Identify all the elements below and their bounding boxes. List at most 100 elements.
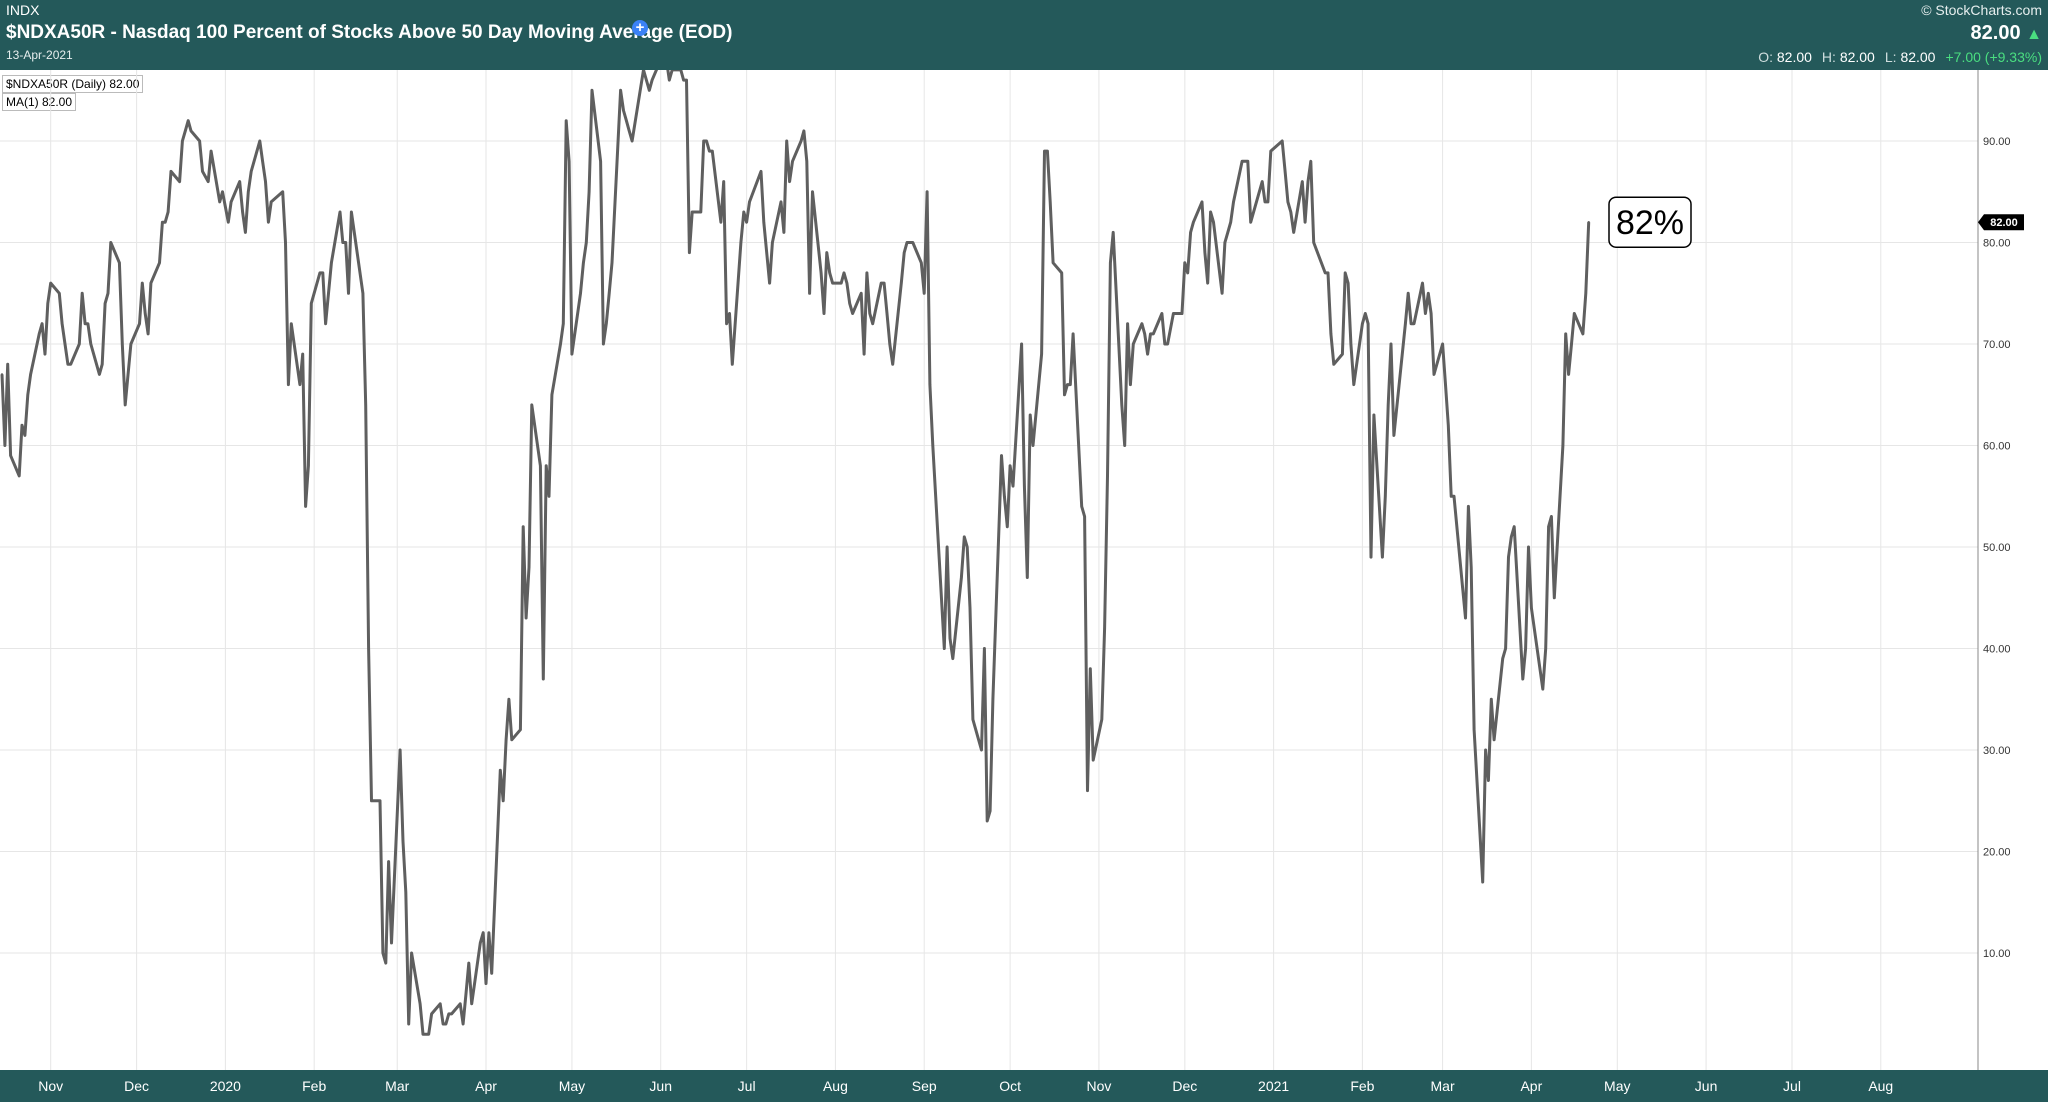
- data-point: [479, 941, 482, 945]
- data-point: [622, 109, 625, 112]
- data-point: [1000, 454, 1003, 457]
- open-value: 82.00: [1776, 49, 1812, 65]
- data-point: [1573, 312, 1576, 315]
- copyright-text: © StockCharts.com: [1921, 2, 2042, 18]
- data-point: [1126, 322, 1129, 325]
- data-point: [943, 647, 946, 650]
- data-point: [1329, 332, 1333, 336]
- data-point: [648, 89, 651, 92]
- data-point: [570, 352, 574, 356]
- data-point: [851, 312, 854, 315]
- data-point: [407, 1022, 410, 1026]
- data-point: [1183, 261, 1187, 264]
- data-point: [811, 190, 814, 193]
- x-tick-label: Jul: [1783, 1078, 1801, 1094]
- data-point: [1086, 789, 1089, 792]
- data-point: [1146, 352, 1149, 356]
- data-point: [1166, 342, 1169, 346]
- data-point: [0, 373, 4, 376]
- data-point: [782, 231, 786, 234]
- data-point: [138, 322, 141, 325]
- high-value: 82.00: [1839, 49, 1875, 65]
- data-point: [209, 149, 213, 153]
- data-point: [808, 292, 811, 295]
- data-point: [739, 241, 743, 244]
- data-point: [645, 78, 648, 82]
- data-point: [731, 363, 734, 366]
- data-point: [968, 606, 972, 610]
- data-point: [287, 383, 290, 386]
- data-point: [545, 464, 548, 467]
- data-point: [971, 718, 975, 721]
- y-tick-label: 40.00: [1983, 644, 2011, 656]
- data-point: [1100, 718, 1104, 721]
- data-point: [1249, 221, 1252, 224]
- data-point: [911, 241, 914, 244]
- x-tick-label: Apr: [1520, 1078, 1543, 1094]
- data-point: [524, 616, 528, 620]
- data-point: [18, 474, 21, 478]
- data-point: [1209, 210, 1212, 214]
- data-point: [1504, 647, 1507, 650]
- annotation-box: [1608, 196, 1692, 248]
- x-tick-label: Dec: [1172, 1078, 1198, 1094]
- data-point: [1089, 667, 1092, 670]
- data-point: [605, 322, 608, 325]
- x-tick-label: Mar: [1430, 1078, 1455, 1094]
- data-point: [582, 261, 585, 264]
- data-point: [831, 281, 834, 285]
- grid-lines: [0, 70, 1978, 1070]
- data-point: [1011, 484, 1015, 488]
- open-label: O:: [1758, 49, 1773, 65]
- data-point: [184, 129, 187, 133]
- data-point: [1527, 545, 1530, 549]
- data-point: [728, 312, 731, 315]
- y-tick-label: 60.00: [1983, 441, 2011, 453]
- data-point: [106, 292, 110, 295]
- data-point: [387, 860, 390, 863]
- data-point: [1046, 149, 1049, 153]
- data-point: [550, 393, 554, 396]
- x-tick-label: Feb: [1350, 1078, 1375, 1094]
- data-point: [43, 352, 47, 356]
- data-point: [819, 271, 823, 275]
- x-tick-label: Jul: [737, 1078, 756, 1094]
- data-point: [1490, 698, 1493, 701]
- data-point: [880, 281, 883, 285]
- data-point: [1501, 657, 1504, 660]
- data-point: [9, 454, 12, 457]
- data-point: [1561, 444, 1565, 447]
- data-point: [141, 281, 144, 285]
- data-point: [1429, 312, 1433, 315]
- data-point: [1570, 342, 1573, 346]
- data-point: [499, 769, 502, 772]
- data-point: [144, 312, 147, 315]
- data-point: [1547, 525, 1550, 528]
- data-point: [705, 139, 708, 143]
- data-point: [530, 403, 533, 407]
- data-point: [109, 241, 113, 244]
- data-point: [799, 139, 803, 143]
- data-point: [1020, 342, 1023, 346]
- data-point: [682, 78, 685, 82]
- data-point: [885, 312, 889, 315]
- data-point: [20, 424, 24, 427]
- data-point: [424, 1033, 428, 1036]
- data-point: [630, 139, 634, 143]
- data-point: [925, 190, 929, 193]
- data-point: [986, 819, 989, 823]
- data-point: [1424, 312, 1427, 315]
- data-point: [679, 70, 682, 72]
- x-tick-label: 2021: [1258, 1078, 1290, 1094]
- data-point: [26, 393, 29, 396]
- data-point: [258, 139, 261, 143]
- data-point: [1029, 413, 1032, 417]
- data-point: [118, 261, 121, 264]
- data-point: [1006, 525, 1009, 528]
- data-point: [430, 1012, 433, 1016]
- data-point: [1584, 292, 1588, 295]
- x-tick-label: Aug: [1868, 1078, 1894, 1094]
- data-point: [244, 231, 247, 234]
- add-plus-icon[interactable]: +: [632, 20, 648, 36]
- data-point: [1510, 535, 1513, 539]
